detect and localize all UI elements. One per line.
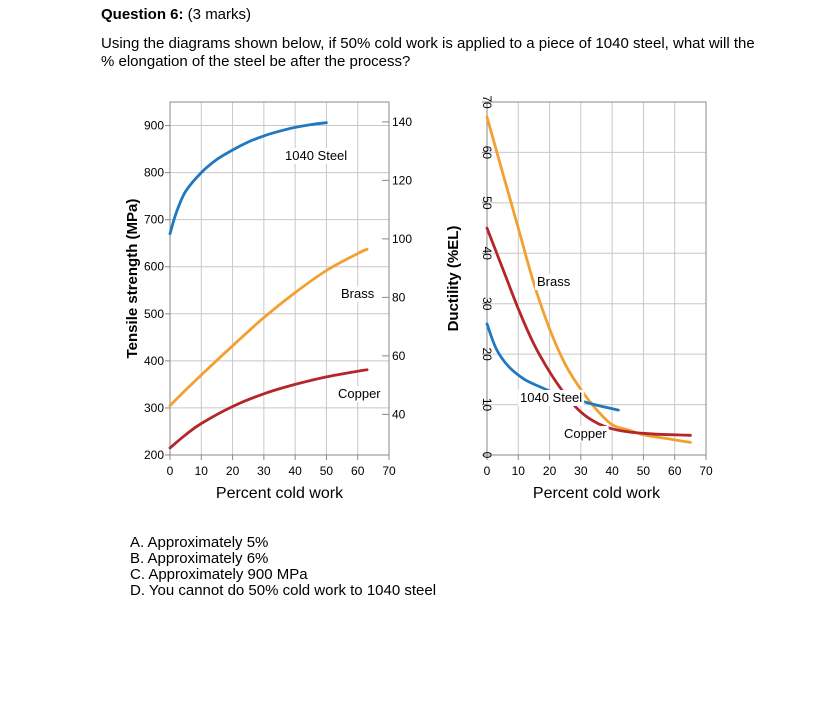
chart1-label-copper-bg [336, 386, 383, 402]
chart1-x-tick-label: 10 [195, 464, 209, 478]
chart1-x-tick-label: 0 [167, 464, 174, 478]
chart1-x-tick-label: 40 [288, 464, 302, 478]
chart1-y-right-tick-label: 40 [392, 407, 406, 421]
question-marks: (3 marks) [183, 6, 252, 23]
chart2-x-tick-label: 40 [605, 464, 619, 478]
chart2-y-tick-label: 20 [480, 347, 494, 361]
chart2-x-tick-label: 60 [668, 464, 682, 478]
chart1-y-right-tick-label: 60 [392, 349, 406, 363]
chart1-y-tick-label: 600 [144, 260, 164, 274]
chart1-y-axis-label: Tensile strength (MPa) [124, 199, 141, 359]
chart1-frame [169, 101, 390, 456]
chart1-y-right-tick-label: 120 [392, 173, 412, 187]
option-b[interactable]: B. Approximately 6% [130, 550, 269, 567]
chart1-y-tick-label: 900 [144, 119, 164, 133]
question-text: Using the diagrams shown below, if 50% c… [101, 35, 755, 70]
chart2-label-copper-bg [562, 426, 609, 442]
chart1-label-brass-bg [339, 286, 377, 302]
chart2-series-line-copper [485, 226, 692, 437]
chart1-x-tick-label: 70 [382, 464, 396, 478]
chart1-y-tick-label: 300 [144, 401, 164, 415]
chart1-x-tick-label: 60 [351, 464, 365, 478]
chart1-y-tick-label: 400 [144, 354, 164, 368]
chart2-y-tick-label: 70 [480, 95, 494, 109]
chart1-x-axis-label: Percent cold work [216, 485, 344, 502]
chart2-y-tick-label: 50 [480, 196, 494, 210]
chart1-series-line-copper [168, 368, 369, 450]
chart2-x-tick-label: 50 [637, 464, 651, 478]
chart2-label-copper: Copper [564, 426, 607, 441]
chart1-y-right-tick-label: 100 [392, 232, 412, 246]
chart1-x-tick-label: 30 [257, 464, 271, 478]
chart2-y-tick-label: 10 [480, 398, 494, 412]
chart2-y-tick-label: 30 [480, 297, 494, 311]
chart2-label-brass: Brass [537, 274, 571, 289]
option-c[interactable]: C. Approximately 900 MPa [130, 566, 308, 583]
chart1-y-tick-label: 700 [144, 213, 164, 227]
chart1-y-right-tick-label: 140 [392, 115, 412, 129]
chart1-y-right-tick-label: 80 [392, 290, 406, 304]
chart2-x-tick-label: 70 [699, 464, 713, 478]
chart2-label-steel-bg [518, 390, 585, 406]
chart2-y-tick-label: 40 [480, 247, 494, 261]
chart1-series-line-brass [168, 247, 369, 407]
option-a[interactable]: A. Approximately 5% [130, 534, 269, 551]
chart2-x-tick-label: 30 [574, 464, 588, 478]
chart1-label-steel: 1040 Steel [285, 148, 347, 163]
chart2-y-axis-label: Ductility (%EL) [445, 226, 462, 332]
chart2-x-tick-label: 20 [543, 464, 557, 478]
chart1-series-line-1040-steel [168, 121, 328, 236]
question-number: Question 6: [101, 6, 184, 23]
chart1-y-tick-label: 500 [144, 307, 164, 321]
chart1-label-copper: Copper [338, 386, 381, 401]
chart2-x-axis-label: Percent cold work [533, 485, 661, 502]
chart2-y-tick-label: 0 [480, 452, 494, 459]
chart2-frame [486, 101, 707, 456]
chart2-label-brass-bg [535, 274, 573, 290]
chart2-y-tick-label: 60 [480, 146, 494, 160]
answer-options: A. Approximately 5% B. Approximately 6% … [130, 535, 436, 599]
chart2-series-line-brass [485, 115, 692, 444]
chart1-x-tick-label: 20 [226, 464, 240, 478]
chart1-label-steel-bg [283, 148, 350, 164]
chart2-label-steel: 1040 Steel [520, 390, 582, 405]
chart1-y-tick-label: 200 [144, 448, 164, 462]
chart2-x-tick-label: 10 [512, 464, 526, 478]
question-title: Question 6: (3 marks) [101, 6, 251, 23]
chart1-y-tick-label: 800 [144, 166, 164, 180]
chart1-x-tick-label: 50 [320, 464, 334, 478]
chart1-label-brass: Brass [341, 286, 375, 301]
chart2-x-tick-label: 0 [484, 464, 491, 478]
option-d[interactable]: D. You cannot do 50% cold work to 1040 s… [130, 582, 437, 599]
